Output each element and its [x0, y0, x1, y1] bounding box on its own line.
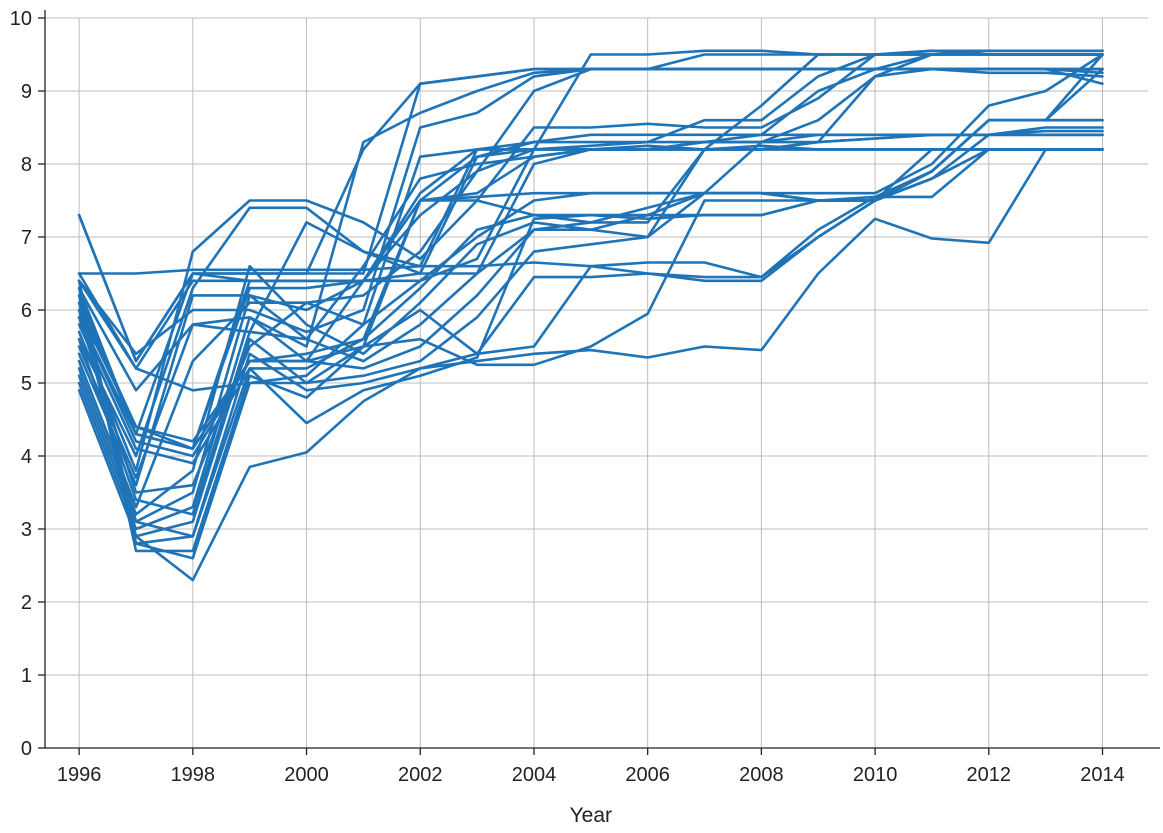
axes — [44, 10, 1160, 749]
x-tick-label: 2010 — [853, 764, 898, 786]
series-line — [77, 133, 1104, 516]
x-axis-ticks: 1996 1998 2000 2002 2004 2006 2008 2010 2012 2014 — [57, 748, 1125, 786]
x-tick-label: 2014 — [1080, 764, 1125, 786]
x-tick-label: 1996 — [57, 764, 102, 786]
x-tick-label: 2002 — [398, 764, 443, 786]
x-tick-label: 2006 — [625, 764, 670, 786]
series-line — [77, 148, 1104, 582]
series-line — [77, 148, 1104, 538]
series-line — [77, 67, 1104, 356]
series-line — [77, 67, 1104, 531]
y-axis-ticks: 0 1 2 3 4 5 6 7 8 9 10 — [10, 8, 45, 760]
x-tick-label: 1998 — [171, 764, 216, 786]
y-tick-label: 6 — [21, 300, 32, 322]
series-line — [77, 53, 1104, 524]
series-lines — [77, 49, 1104, 582]
series-line — [77, 144, 1104, 451]
y-tick-label: 1 — [21, 665, 32, 687]
series-line — [77, 148, 1104, 392]
y-tick-label: 3 — [21, 519, 32, 541]
x-tick-label: 2008 — [739, 764, 784, 786]
y-tick-label: 2 — [21, 592, 32, 614]
x-tick-label: 2000 — [284, 764, 329, 786]
x-tick-label: 2012 — [967, 764, 1012, 786]
series-line — [77, 129, 1104, 451]
x-tick-label: 2004 — [512, 764, 557, 786]
y-tick-label: 0 — [21, 738, 32, 760]
series-line — [77, 53, 1104, 516]
series-line — [77, 67, 1104, 392]
series-line — [77, 118, 1104, 553]
y-tick-label: 8 — [21, 154, 32, 176]
x-axis-title: Year — [570, 804, 612, 827]
y-tick-label: 9 — [21, 81, 32, 103]
y-tick-label: 7 — [21, 227, 32, 249]
y-tick-label: 10 — [10, 8, 32, 30]
y-tick-label: 4 — [21, 446, 32, 468]
y-tick-label: 5 — [21, 373, 32, 395]
